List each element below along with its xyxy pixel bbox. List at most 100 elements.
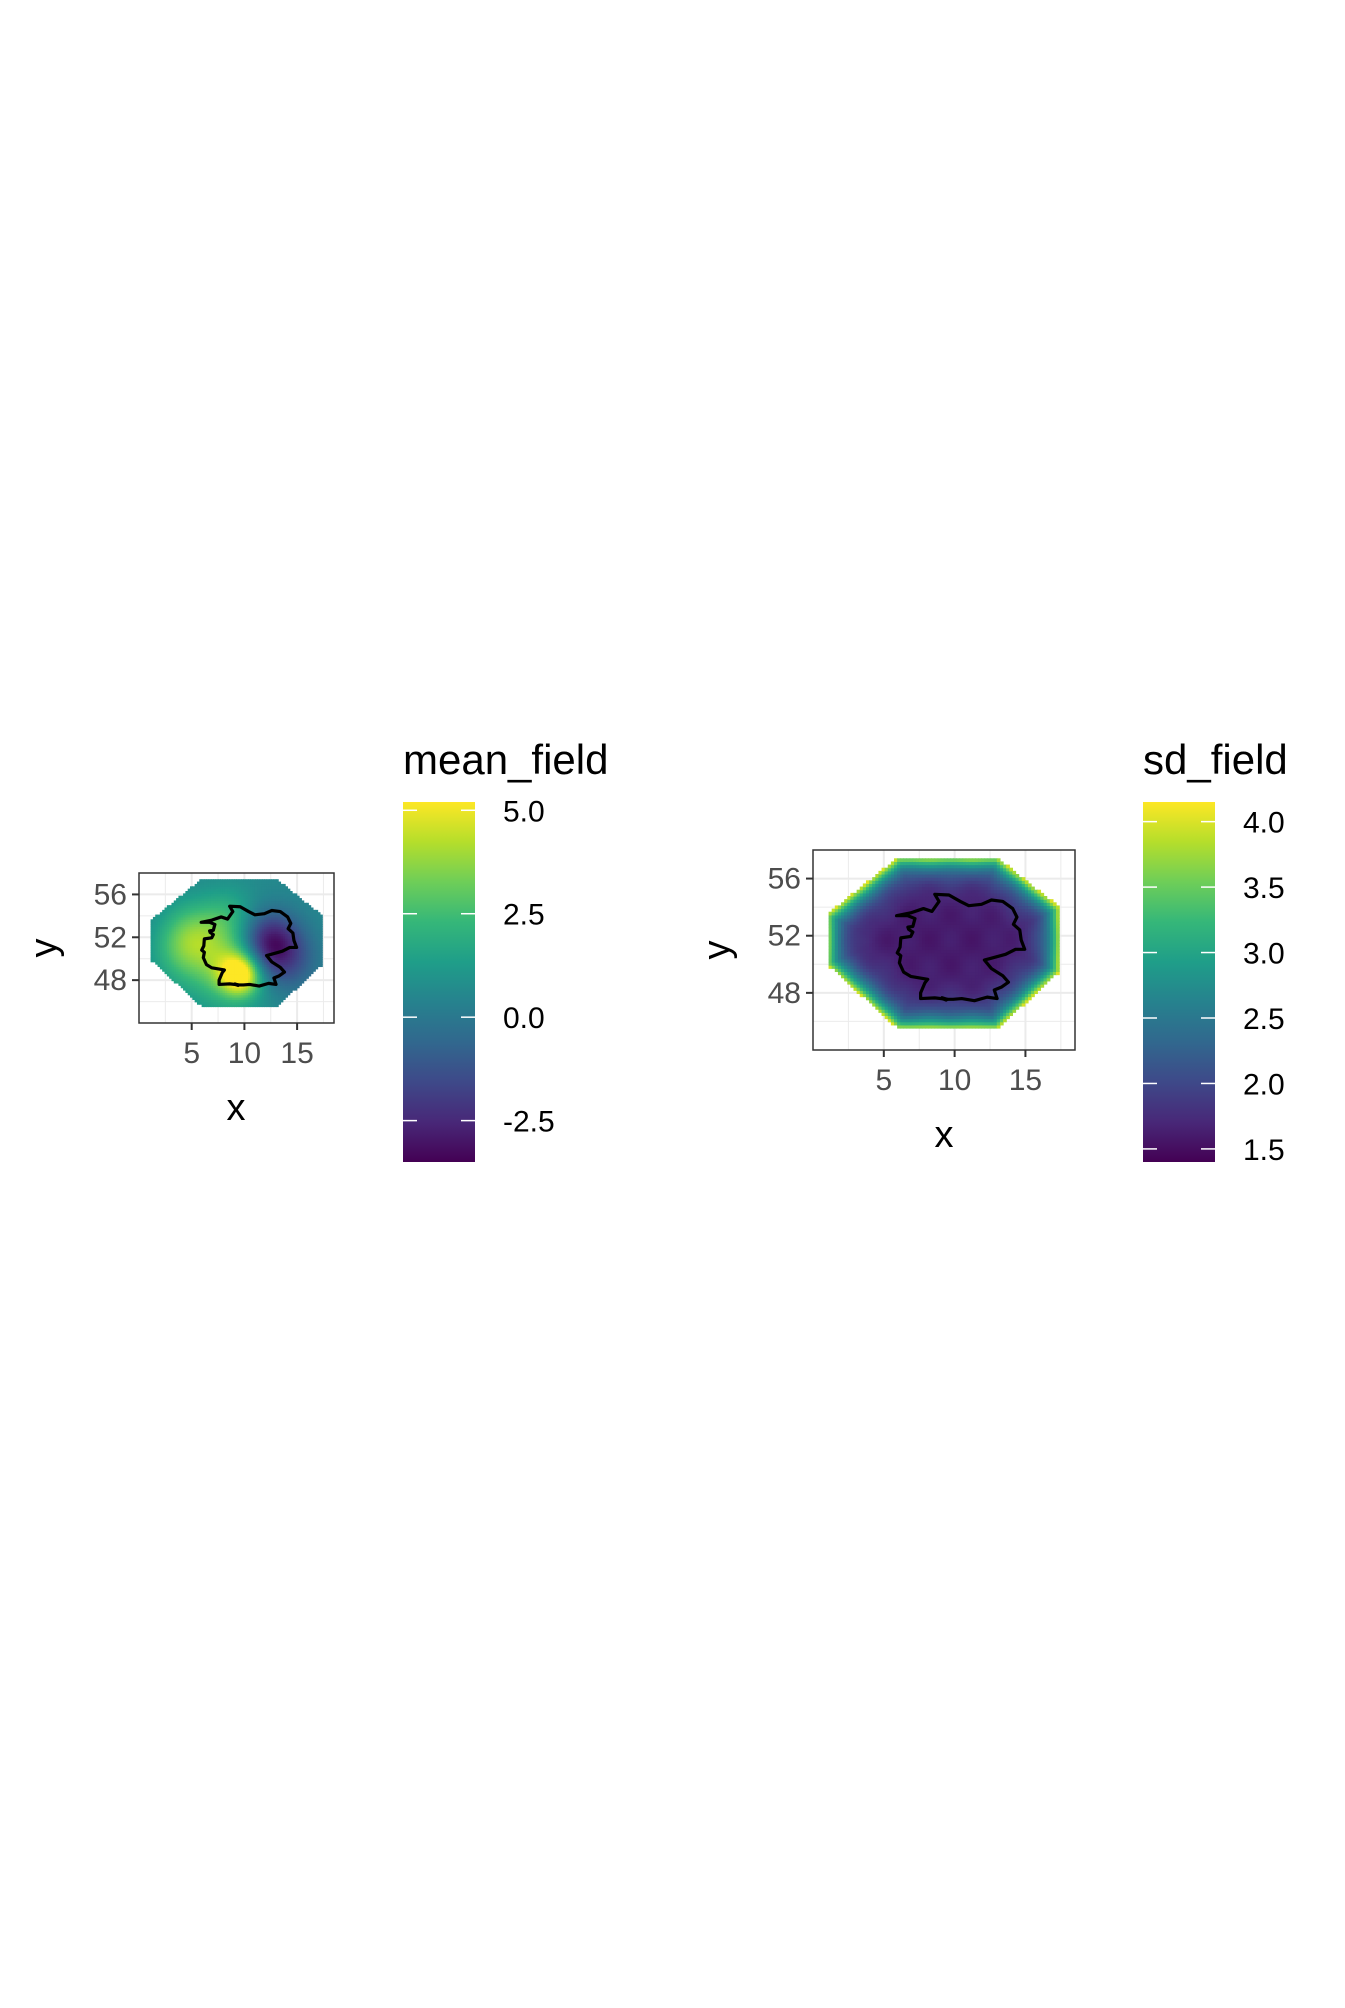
raster-cell <box>940 927 945 932</box>
raster-cell <box>208 940 212 944</box>
raster-cell <box>215 879 219 883</box>
raster-cell <box>900 867 904 872</box>
raster-cell <box>878 974 883 979</box>
raster-cell <box>850 943 855 947</box>
raster-cell <box>257 888 261 892</box>
raster-cell <box>918 911 923 916</box>
raster-cell <box>266 959 270 963</box>
raster-cell <box>164 947 168 951</box>
raster-cell <box>280 916 284 920</box>
raster-cell <box>234 886 237 890</box>
raster-cell <box>837 971 842 976</box>
raster-cell <box>934 1015 939 1020</box>
raster-cell <box>872 899 876 903</box>
raster-cell <box>194 975 198 979</box>
raster-cell <box>859 952 864 957</box>
raster-cell <box>906 930 911 935</box>
raster-cell <box>287 987 291 991</box>
raster-cell <box>192 942 196 946</box>
raster-cell <box>231 900 235 904</box>
raster-cell <box>236 898 240 902</box>
raster-cell <box>903 999 908 1004</box>
raster-cell <box>312 935 316 939</box>
raster-cell <box>884 883 889 888</box>
raster-cell <box>196 959 200 963</box>
raster-cell <box>224 985 228 989</box>
raster-cell <box>190 978 193 982</box>
raster-cell <box>203 886 207 890</box>
raster-cell <box>227 978 231 982</box>
raster-cell <box>881 930 886 935</box>
raster-cell <box>287 957 291 960</box>
raster-cell <box>194 945 198 949</box>
raster-cell <box>887 905 892 910</box>
raster-cell <box>229 902 233 906</box>
raster-cell <box>900 952 904 957</box>
raster-cell <box>238 935 242 939</box>
raster-cell <box>890 946 895 951</box>
raster-cell <box>872 927 876 932</box>
raster-cell <box>887 1015 892 1020</box>
raster-cell <box>220 933 224 937</box>
raster-cell <box>940 861 945 866</box>
raster-cell <box>856 936 861 941</box>
raster-cell <box>187 926 191 930</box>
raster-cell <box>315 914 319 918</box>
raster-cell <box>268 997 272 1001</box>
raster-cell <box>918 1021 923 1026</box>
raster-cell <box>206 947 210 951</box>
raster-cell <box>199 881 203 885</box>
raster-cell <box>261 931 265 935</box>
raster-cell <box>900 889 904 894</box>
raster-cell <box>234 990 237 993</box>
raster-cell <box>266 968 270 972</box>
raster-cell <box>275 978 279 982</box>
raster-cell <box>247 966 251 970</box>
y-tick-label: 48 <box>94 964 127 997</box>
raster-cell <box>878 883 883 888</box>
raster-cell <box>201 978 205 982</box>
raster-cell <box>925 918 929 922</box>
raster-cell <box>238 933 242 937</box>
raster-cell <box>319 931 323 935</box>
raster-cell <box>940 955 945 960</box>
raster-cell <box>210 980 214 984</box>
raster-cell <box>317 947 321 951</box>
raster-cell <box>289 898 293 902</box>
raster-cell <box>928 1015 932 1020</box>
raster-cell <box>196 940 200 944</box>
raster-cell <box>171 964 175 968</box>
raster-cell <box>215 902 219 906</box>
raster-cell <box>185 952 189 956</box>
raster-cell <box>231 966 235 970</box>
raster-cell <box>275 997 279 1001</box>
raster-cell <box>928 955 932 960</box>
raster-cell <box>928 921 932 925</box>
raster-cell <box>875 889 880 894</box>
raster-cell <box>243 909 247 913</box>
raster-cell <box>912 987 917 991</box>
raster-cell <box>934 952 939 957</box>
raster-cell <box>245 992 249 996</box>
raster-cell <box>254 964 258 968</box>
raster-cell <box>315 964 319 968</box>
raster-cell <box>264 902 268 906</box>
raster-cell <box>301 907 305 911</box>
raster-cell <box>162 942 166 946</box>
raster-cell <box>273 968 277 972</box>
raster-cell <box>220 909 224 913</box>
raster-cell <box>185 924 189 927</box>
raster-cell <box>308 954 312 958</box>
raster-cell <box>872 896 876 900</box>
raster-cell <box>215 905 219 909</box>
raster-cell <box>192 905 196 909</box>
raster-cell <box>296 898 300 902</box>
raster-cell <box>940 977 945 982</box>
raster-cell <box>312 949 316 953</box>
raster-cell <box>856 968 861 973</box>
lake-border <box>232 982 243 988</box>
raster-cell <box>903 943 908 947</box>
raster-cell <box>847 911 851 916</box>
raster-cell <box>937 877 942 881</box>
raster-cell <box>875 933 880 938</box>
